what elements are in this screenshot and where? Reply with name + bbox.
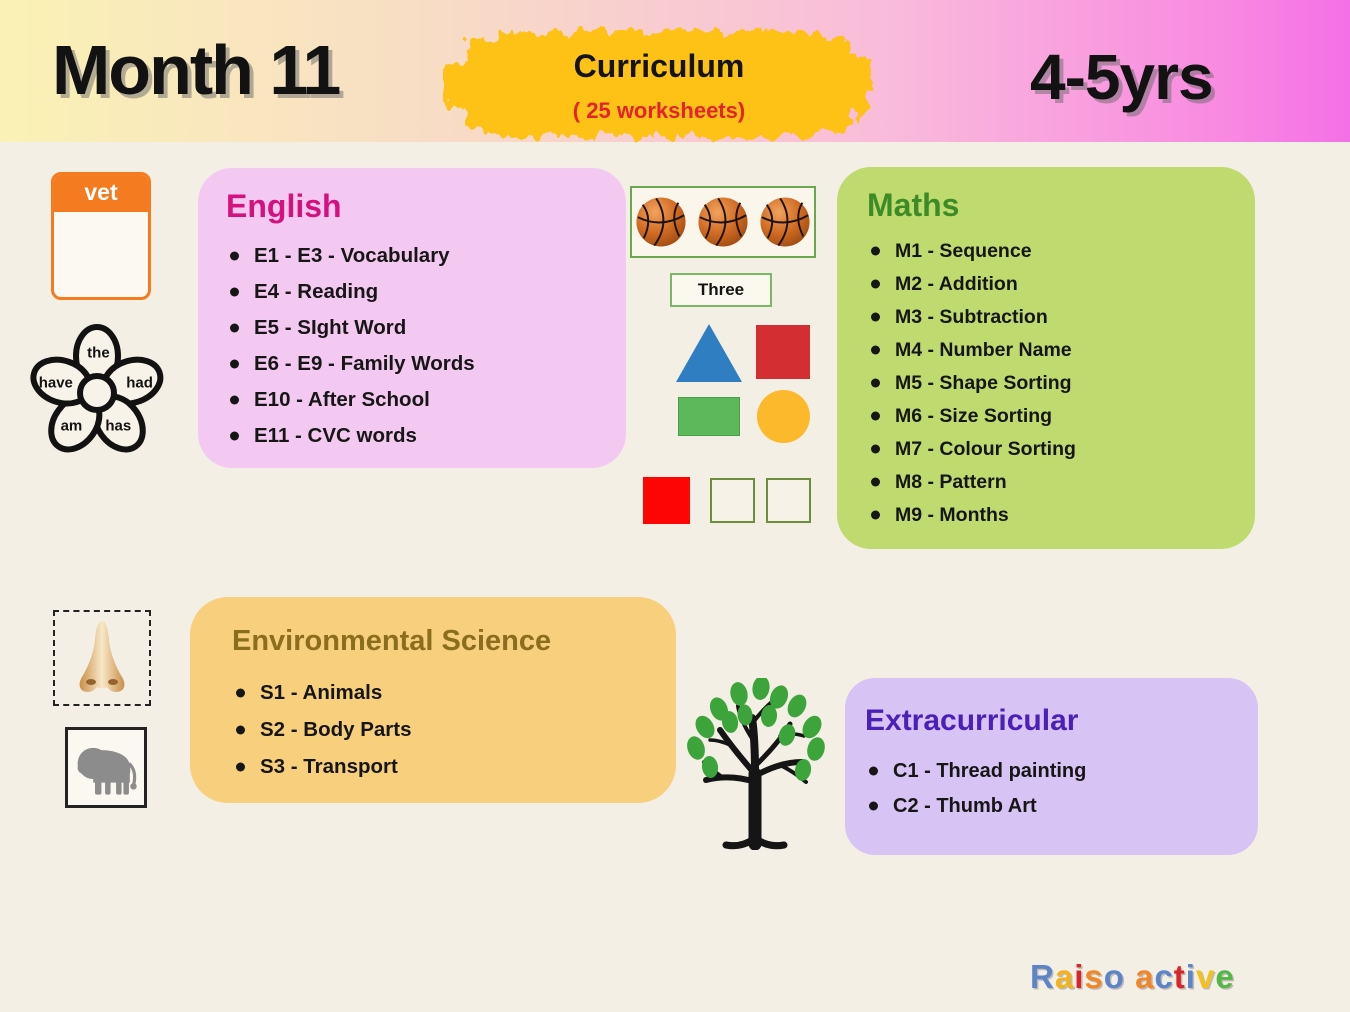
- maths-list: M1 - Sequence M2 - Addition M3 - Subtracti…: [867, 240, 1225, 526]
- maths-title: Maths: [867, 187, 960, 223]
- curriculum-label: Curriculum: [573, 48, 745, 84]
- logo-letter: s: [1084, 958, 1104, 995]
- number-word-box: Three: [670, 273, 772, 307]
- extracurricular-title: Extracurricular: [865, 704, 1079, 737]
- age-range: 4-5yrs: [1030, 41, 1214, 113]
- logo-letter: R: [1030, 958, 1055, 995]
- list-item: M9 - Months: [867, 504, 1225, 526]
- list-item: C1 - Thread painting: [865, 760, 1238, 782]
- curriculum-badge: Curriculum ( 25 worksheets): [443, 24, 875, 146]
- environmental-science-section: Environmental Science S1 - Animals S2 - B…: [190, 597, 676, 803]
- body-part-card: [53, 610, 151, 706]
- month-title: Month 11: [52, 31, 341, 109]
- thumbprint-tree: [682, 676, 828, 851]
- worksheets-count: ( 25 worksheets): [572, 98, 746, 123]
- english-list: E1 - E3 - Vocabulary E4 - Reading E5 - SIg…: [226, 245, 598, 447]
- basketball-counting-box: [630, 186, 816, 258]
- logo-letter: a: [1135, 958, 1155, 995]
- list-item: E4 - Reading: [226, 281, 598, 303]
- logo-letter: o: [1103, 958, 1125, 995]
- paint-splash-icon: [445, 31, 871, 137]
- extracurricular-section: Extracurricular C1 - Thread painting C2 -…: [845, 678, 1258, 855]
- environmental-science-title: Environmental Science: [232, 625, 552, 657]
- list-item: M5 - Shape Sorting: [867, 372, 1225, 394]
- extracurricular-list: C1 - Thread painting C2 - Thumb Art: [865, 760, 1238, 817]
- nose-icon: [79, 621, 125, 692]
- pattern-empty-square: [710, 478, 755, 523]
- lion-icon: [77, 747, 137, 795]
- list-item: E11 - CVC words: [226, 425, 598, 447]
- vet-flashcard-label: vet: [54, 175, 148, 212]
- list-item: M7 - Colour Sorting: [867, 438, 1225, 460]
- green-rectangle-shape: [678, 397, 740, 436]
- english-section: English E1 - E3 - Vocabulary E4 - Reading…: [198, 168, 626, 468]
- list-item: E6 - E9 - Family Words: [226, 353, 598, 375]
- list-item: M8 - Pattern: [867, 471, 1225, 493]
- list-item: S3 - Transport: [232, 756, 634, 778]
- list-item: S1 - Animals: [232, 682, 634, 704]
- number-word-label: Three: [697, 280, 745, 299]
- flower-icon: [30, 324, 164, 453]
- list-item: M1 - Sequence: [867, 240, 1225, 262]
- yellow-circle-shape: [757, 390, 810, 443]
- list-item: M6 - Size Sorting: [867, 405, 1225, 427]
- maths-section: Maths M1 - Sequence M2 - Addition M3 - Sub…: [837, 167, 1255, 549]
- red-square-shape: [756, 325, 810, 379]
- thumbprint-tree-icon: [687, 676, 825, 851]
- basketball-icon: [760, 197, 810, 247]
- flower-word-has: has: [105, 417, 132, 435]
- list-item: C2 - Thumb Art: [865, 795, 1238, 817]
- flower-word-the: the: [87, 344, 110, 362]
- logo-letter: v: [1195, 958, 1216, 995]
- flower-word-had: had: [126, 374, 153, 392]
- pattern-filled-square: [643, 477, 690, 524]
- vet-flashcard: vet: [51, 172, 151, 300]
- list-item: E10 - After School: [226, 389, 598, 411]
- flower-word-have: have: [38, 374, 73, 392]
- logo-letter: e: [1215, 958, 1235, 995]
- list-item: E1 - E3 - Vocabulary: [226, 245, 598, 267]
- flower-word-am: am: [60, 417, 83, 435]
- pattern-empty-square: [766, 478, 811, 523]
- logo-letter: c: [1154, 958, 1174, 995]
- basketball-icon: [698, 197, 748, 247]
- animal-card: [65, 727, 147, 808]
- brand-logo: Raiso active: [1030, 958, 1235, 996]
- english-title: English: [226, 188, 342, 224]
- list-item: M4 - Number Name: [867, 339, 1225, 361]
- blue-triangle-shape: [676, 324, 742, 382]
- environmental-science-list: S1 - Animals S2 - Body Parts S3 - Transpor…: [232, 682, 634, 778]
- list-item: M3 - Subtraction: [867, 306, 1225, 328]
- logo-letter: a: [1054, 958, 1075, 995]
- list-item: S2 - Body Parts: [232, 719, 634, 741]
- sight-words-flower: the have had am has: [26, 321, 168, 461]
- logo-letter: i: [1185, 958, 1196, 995]
- logo-letter: i: [1074, 958, 1085, 995]
- list-item: E5 - SIght Word: [226, 317, 598, 339]
- basketball-icon: [636, 197, 686, 247]
- logo-letter: t: [1173, 958, 1186, 995]
- logo-letter: [1125, 958, 1135, 995]
- list-item: M2 - Addition: [867, 273, 1225, 295]
- header-banner: Month 11 Curriculum ( 25 worksheets) 4-5…: [0, 0, 1350, 142]
